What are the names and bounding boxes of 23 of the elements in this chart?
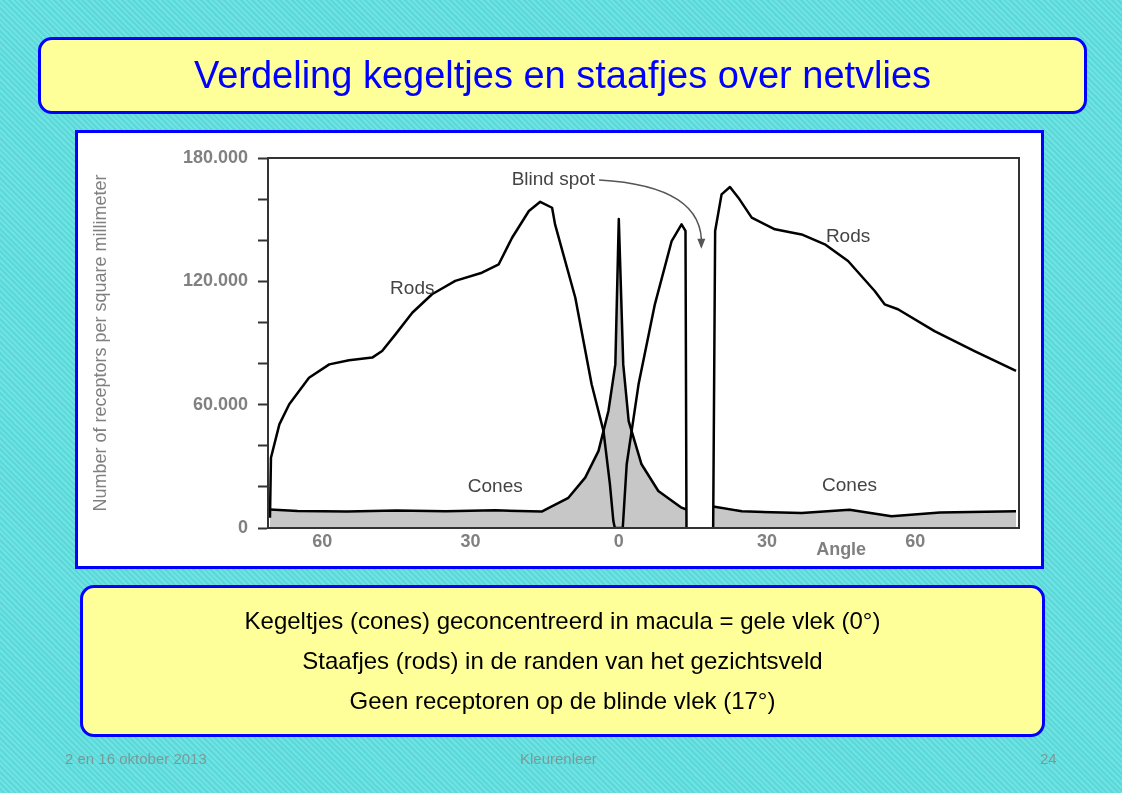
x-tick-label: 30 [460, 530, 481, 551]
x-tick-label: 60 [312, 530, 333, 551]
text: Kleurenleer [520, 750, 597, 767]
text: Rods [390, 277, 435, 299]
text: 2 en 16 oktober 2013 [65, 750, 207, 767]
annotation: Blind spot [511, 168, 596, 190]
text: 24 [1040, 750, 1057, 767]
y-tick-label: 120.000 [182, 270, 248, 291]
x-tick-label: 60 [905, 530, 926, 551]
x-tick-label: 30 [757, 530, 778, 551]
y-tick-label: 0 [237, 516, 248, 537]
y-tick-label: 60.000 [192, 393, 248, 414]
y-tick-label: 180.000 [182, 146, 248, 167]
text: Geen receptoren op de blinde vlek (17°) [349, 686, 776, 716]
x-axis-title: Angle [816, 538, 867, 559]
series-label: Rods [825, 225, 871, 247]
series-label: Cones [467, 474, 523, 496]
text: Kegeltjes (cones) geconcentreerd in macula = gele vlek (0°) [244, 606, 881, 636]
x-tick-label: 0 [613, 530, 624, 551]
text: Cones [822, 473, 877, 495]
chart-title: Verdeling kegeltjes en staafjes over netvlies [38, 37, 1087, 114]
y-axis-title: Number of receptors per square millimeter [89, 174, 110, 512]
text: Staafjes (rods) in de randen van het gezichtsveld [302, 646, 823, 676]
